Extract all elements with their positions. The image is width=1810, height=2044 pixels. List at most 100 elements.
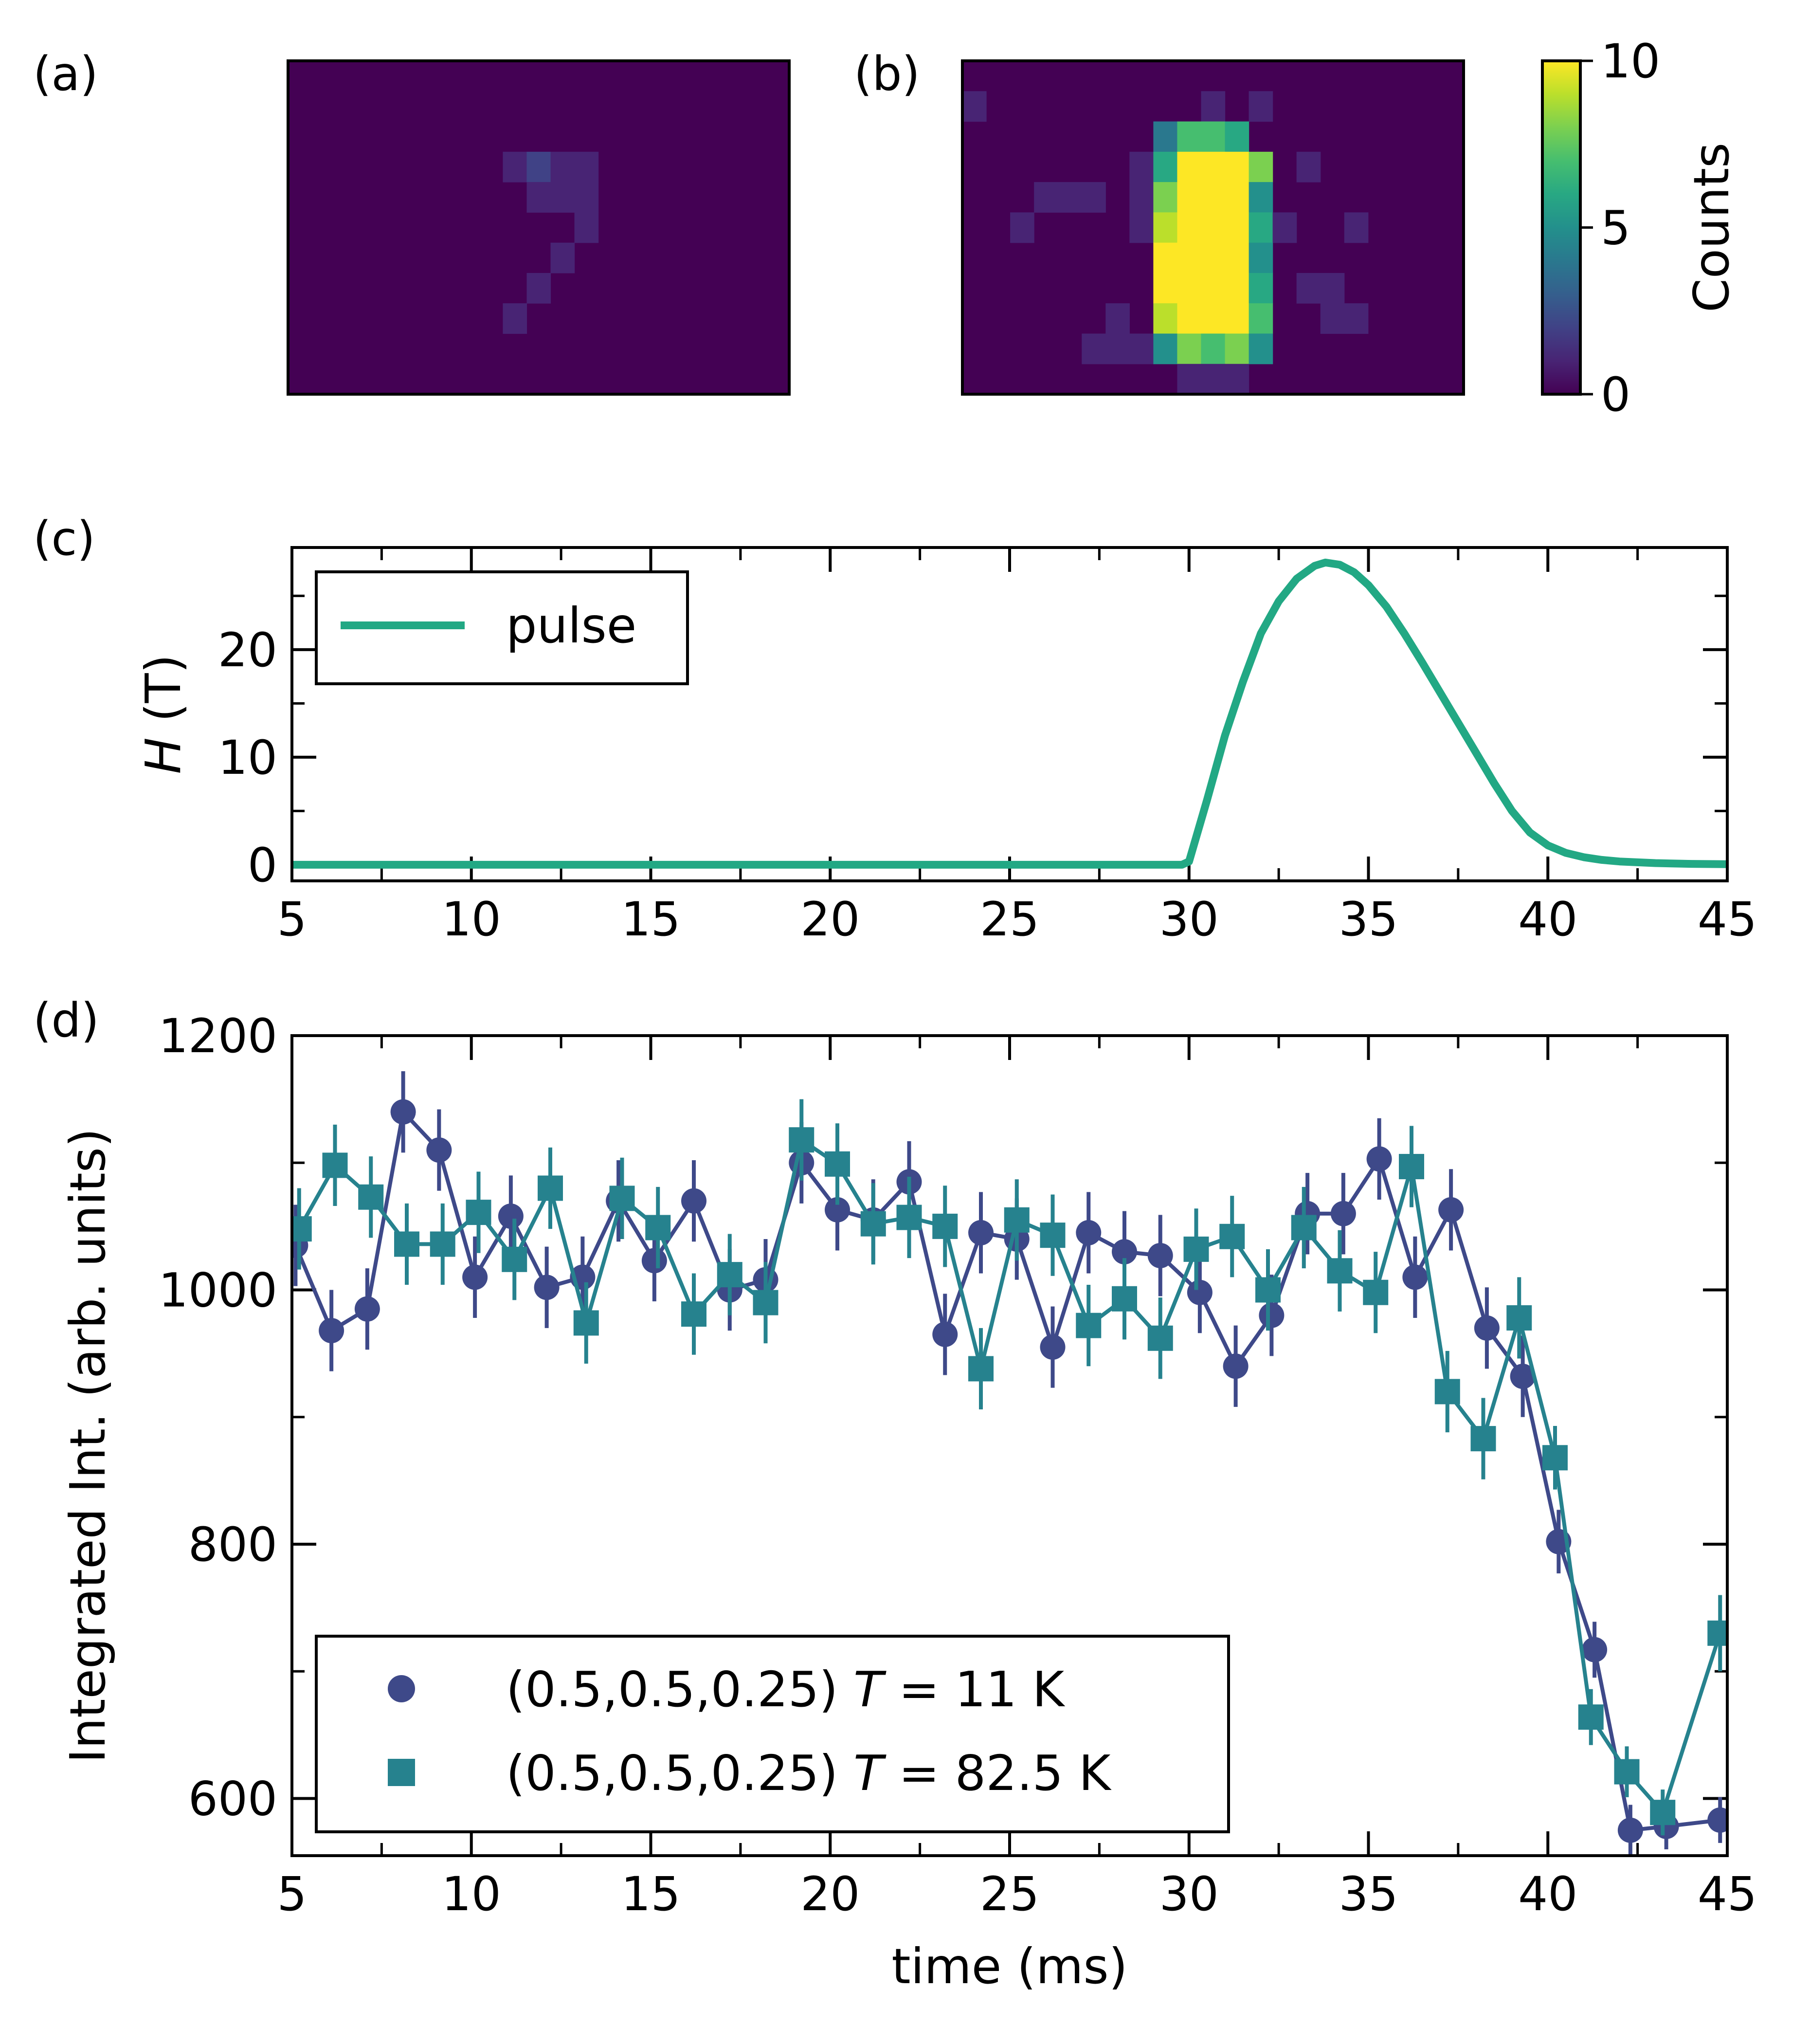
- heatmap-cell: [1201, 182, 1226, 213]
- data-point: [789, 1127, 814, 1153]
- heatmap-cell: [574, 182, 599, 213]
- x-tick-label: 20: [800, 1867, 860, 1921]
- heatmap-cell: [574, 212, 599, 243]
- x-tick-label: 35: [1339, 1867, 1398, 1921]
- x-tick-label: 40: [1518, 892, 1577, 947]
- heatmap-cell: [1201, 333, 1226, 365]
- data-point: [641, 1248, 667, 1274]
- heatmap-frame: [287, 59, 791, 396]
- data-point: [1363, 1279, 1389, 1305]
- data-point: [1147, 1325, 1173, 1351]
- heatmap-cell: [1225, 182, 1249, 213]
- data-point: [1291, 1215, 1317, 1241]
- x-tick-label: 10: [442, 892, 501, 947]
- heatmap-cell: [1320, 303, 1345, 334]
- data-point: [1438, 1197, 1464, 1223]
- legend-box: [315, 1635, 1230, 1833]
- data-point: [1582, 1637, 1608, 1662]
- data-point: [1255, 1277, 1281, 1303]
- data-point: [1399, 1154, 1424, 1180]
- heatmap-cell: [1249, 242, 1273, 274]
- colorbar-tick-label: 10: [1601, 34, 1660, 89]
- data-point: [968, 1356, 994, 1382]
- heatmap-cell: [526, 273, 551, 304]
- data-point: [1112, 1239, 1137, 1265]
- heatmap-cell: [1249, 303, 1273, 334]
- data-point: [825, 1197, 850, 1223]
- data-point: [426, 1137, 452, 1163]
- heatmap-cell: [1201, 212, 1226, 243]
- heatmap-cell: [1344, 303, 1369, 334]
- data-point: [319, 1318, 344, 1344]
- heatmap-cell: [1201, 121, 1226, 152]
- heatmap-cell: [1105, 333, 1130, 365]
- heatmap-cell: [1153, 303, 1178, 334]
- legend-label: pulse: [506, 597, 636, 654]
- x-tick-label: 35: [1339, 892, 1398, 947]
- heatmap-cell: [1249, 333, 1273, 365]
- heatmap-cell: [1225, 273, 1249, 304]
- heatmap-cell: [1129, 333, 1154, 365]
- heatmap-cell: [1249, 91, 1273, 122]
- x-tick-label: 30: [1159, 1867, 1219, 1921]
- data-point: [681, 1188, 706, 1214]
- y-axis-title: H (T): [135, 654, 192, 774]
- data-point: [717, 1262, 742, 1288]
- panel-label: (c): [33, 511, 95, 566]
- data-point: [466, 1200, 491, 1225]
- colorbar-bar: [1541, 59, 1582, 396]
- data-point: [538, 1175, 563, 1201]
- heatmap-cell: [1082, 182, 1106, 213]
- data-point: [502, 1246, 527, 1272]
- heatmap-cell: [1177, 121, 1202, 152]
- heatmap-cell: [1153, 151, 1178, 182]
- heatmap-cell: [1153, 242, 1178, 274]
- series-line: [297, 1138, 1722, 1815]
- heatmap-cell: [503, 151, 527, 182]
- heatmap-cell: [526, 182, 551, 213]
- data-point: [681, 1301, 706, 1327]
- data-point: [1542, 1445, 1568, 1471]
- data-point: [1259, 1302, 1285, 1328]
- y-tick-label: 1200: [159, 1009, 277, 1063]
- heatmap-cell: [1058, 182, 1082, 213]
- data-point: [932, 1213, 958, 1239]
- data-point: [1614, 1759, 1640, 1785]
- heatmap-cell: [1225, 303, 1249, 334]
- data-point: [354, 1296, 380, 1322]
- data-point: [430, 1231, 455, 1257]
- heatmap-cell: [550, 182, 575, 213]
- data-point: [1327, 1258, 1353, 1284]
- heatmap-cell: [1177, 242, 1202, 274]
- x-tick-label: 15: [621, 1867, 680, 1921]
- legend-label-value: = 11 K: [883, 1661, 1065, 1718]
- data-point: [1470, 1426, 1496, 1452]
- y-tick-label: 0: [248, 838, 277, 893]
- x-axis-title: time (ms): [891, 1938, 1127, 1995]
- heatmap-cell: [1201, 91, 1226, 122]
- colorbar-tick-label: 5: [1601, 201, 1630, 256]
- heatmap-cell: [1249, 273, 1273, 304]
- data-point: [896, 1204, 922, 1230]
- series-line: [293, 1110, 1720, 1832]
- heatmap-cell: [1225, 151, 1249, 182]
- heatmap-cell: [962, 91, 987, 122]
- panel-label: (d): [33, 993, 99, 1048]
- heatmap-cell: [1296, 273, 1321, 304]
- x-tick-label: 45: [1698, 1867, 1757, 1921]
- x-tick-label: 40: [1518, 1867, 1577, 1921]
- legend-label-hkl: (0.5,0.5,0.25): [506, 1745, 853, 1802]
- heatmap-cell: [1201, 242, 1226, 274]
- heatmap-cell: [1225, 333, 1249, 365]
- heatmap-cell: [550, 151, 575, 182]
- data-point: [1506, 1305, 1532, 1331]
- heatmap-cell: [1153, 212, 1178, 243]
- panel-c: 5 10 15 20 25 30 35 40 45 0 10 20 pulse H (T) (c): [33, 511, 1757, 947]
- heatmap-cell: [1344, 212, 1369, 243]
- x-tick-label: 5: [277, 1867, 307, 1921]
- heatmap-cell: [1153, 121, 1178, 152]
- heatmap-cell: [1082, 333, 1106, 365]
- data-point: [1474, 1315, 1500, 1341]
- y-tick-label: 20: [218, 623, 277, 677]
